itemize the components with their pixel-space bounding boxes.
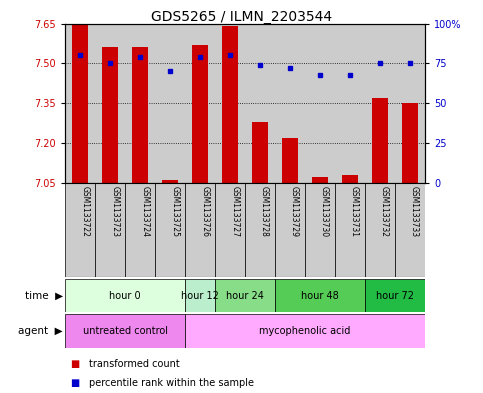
Text: GSM1133725: GSM1133725 xyxy=(170,185,179,237)
Text: GSM1133722: GSM1133722 xyxy=(80,185,89,237)
Bar xyxy=(95,24,125,183)
Bar xyxy=(245,24,275,183)
Bar xyxy=(342,175,358,183)
Bar xyxy=(192,45,208,183)
Text: GDS5265 / ILMN_2203544: GDS5265 / ILMN_2203544 xyxy=(151,10,332,24)
Bar xyxy=(305,24,335,183)
Bar xyxy=(185,279,215,312)
Bar xyxy=(312,177,328,183)
Text: GSM1133727: GSM1133727 xyxy=(230,185,239,237)
Bar xyxy=(65,279,185,312)
Text: hour 72: hour 72 xyxy=(376,291,414,301)
Text: percentile rank within the sample: percentile rank within the sample xyxy=(89,378,255,388)
Bar xyxy=(335,24,365,183)
Bar xyxy=(282,138,298,183)
Text: hour 48: hour 48 xyxy=(301,291,339,301)
Bar xyxy=(72,24,88,183)
Bar xyxy=(155,24,185,183)
Bar xyxy=(215,279,275,312)
Bar xyxy=(275,24,305,183)
Bar xyxy=(65,183,95,277)
Text: hour 24: hour 24 xyxy=(226,291,264,301)
Text: untreated control: untreated control xyxy=(83,326,168,336)
Bar xyxy=(305,183,335,277)
Bar xyxy=(252,122,269,183)
Bar xyxy=(102,48,118,183)
Bar xyxy=(365,24,395,183)
Bar xyxy=(185,24,215,183)
Text: GSM1133729: GSM1133729 xyxy=(290,185,299,237)
Bar xyxy=(65,24,95,183)
Bar xyxy=(395,24,425,183)
Bar xyxy=(275,183,305,277)
Bar xyxy=(222,26,239,183)
Bar xyxy=(162,180,178,183)
Text: GSM1133730: GSM1133730 xyxy=(320,185,329,237)
Bar xyxy=(132,48,148,183)
Text: ■: ■ xyxy=(70,378,79,388)
Text: GSM1133733: GSM1133733 xyxy=(410,185,419,237)
Bar xyxy=(185,314,425,348)
Bar xyxy=(402,103,418,183)
Text: ■: ■ xyxy=(70,358,79,369)
Bar xyxy=(365,279,425,312)
Text: hour 0: hour 0 xyxy=(109,291,141,301)
Bar xyxy=(125,24,155,183)
Text: GSM1133731: GSM1133731 xyxy=(350,185,359,237)
Text: mycophenolic acid: mycophenolic acid xyxy=(259,326,351,336)
Bar xyxy=(215,24,245,183)
Bar xyxy=(185,183,215,277)
Bar xyxy=(65,314,185,348)
Bar xyxy=(335,183,365,277)
Bar xyxy=(245,183,275,277)
Bar xyxy=(365,183,395,277)
Text: GSM1133728: GSM1133728 xyxy=(260,185,269,237)
Text: GSM1133724: GSM1133724 xyxy=(140,185,149,237)
Bar xyxy=(372,98,388,183)
Bar xyxy=(125,183,155,277)
Text: time  ▶: time ▶ xyxy=(25,291,63,301)
Text: GSM1133726: GSM1133726 xyxy=(200,185,209,237)
Bar xyxy=(215,183,245,277)
Text: agent  ▶: agent ▶ xyxy=(18,326,63,336)
Text: transformed count: transformed count xyxy=(89,358,180,369)
Bar xyxy=(155,183,185,277)
Bar xyxy=(95,183,125,277)
Text: GSM1133723: GSM1133723 xyxy=(110,185,119,237)
Text: hour 12: hour 12 xyxy=(181,291,219,301)
Bar xyxy=(275,279,365,312)
Text: GSM1133732: GSM1133732 xyxy=(380,185,389,237)
Bar xyxy=(395,183,425,277)
